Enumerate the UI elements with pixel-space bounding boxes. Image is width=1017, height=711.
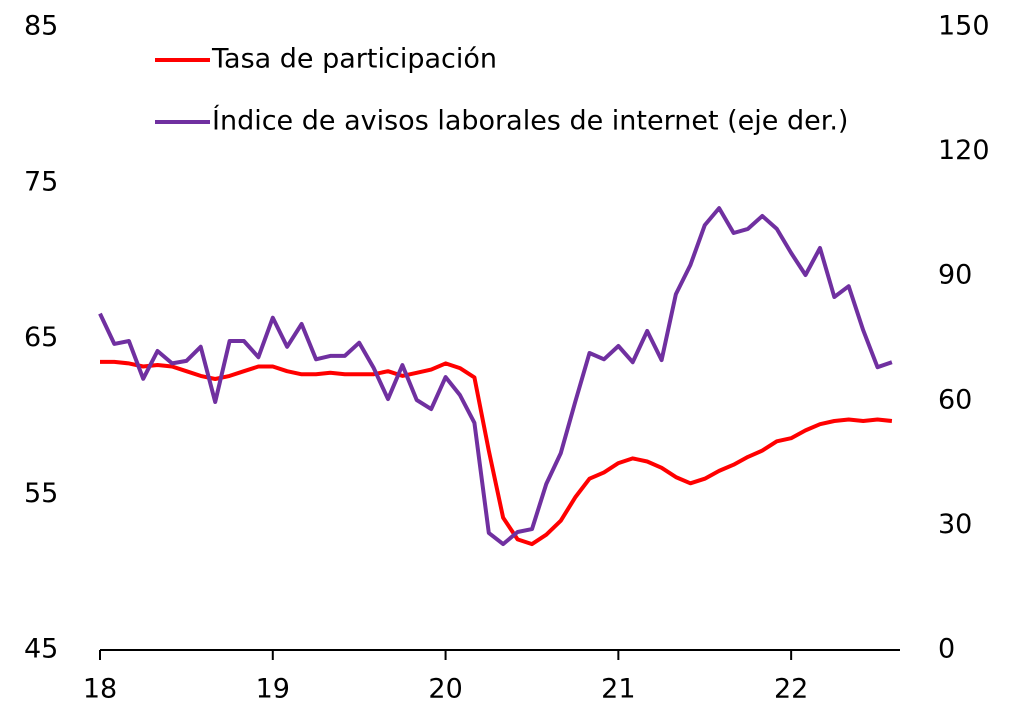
x-tick-label: 19 <box>256 674 290 705</box>
y-tick-label: 55 <box>24 478 58 509</box>
legend-label: Tasa de participación <box>211 44 497 75</box>
y2-tick-label: 60 <box>938 384 972 415</box>
x-tick-label: 20 <box>428 674 462 705</box>
series-line <box>100 359 893 547</box>
legend-label: Índice de avisos laborales de internet (… <box>212 105 848 137</box>
y2-tick-label: 120 <box>938 135 990 166</box>
x-tick-label: 21 <box>601 674 635 705</box>
y2-tick-label: 0 <box>938 634 955 665</box>
y-tick-label: 75 <box>24 166 58 197</box>
y-tick-label: 85 <box>24 11 58 42</box>
y2-tick-label: 30 <box>938 509 972 540</box>
x-tick-label: 22 <box>774 674 808 705</box>
y2-tick-label: 150 <box>938 11 990 42</box>
x-tick-label: 18 <box>83 674 117 705</box>
y-tick-label: 65 <box>24 322 58 353</box>
y2-tick-label: 90 <box>938 260 972 291</box>
y-tick-label: 45 <box>24 634 58 665</box>
series-line <box>98 206 893 547</box>
